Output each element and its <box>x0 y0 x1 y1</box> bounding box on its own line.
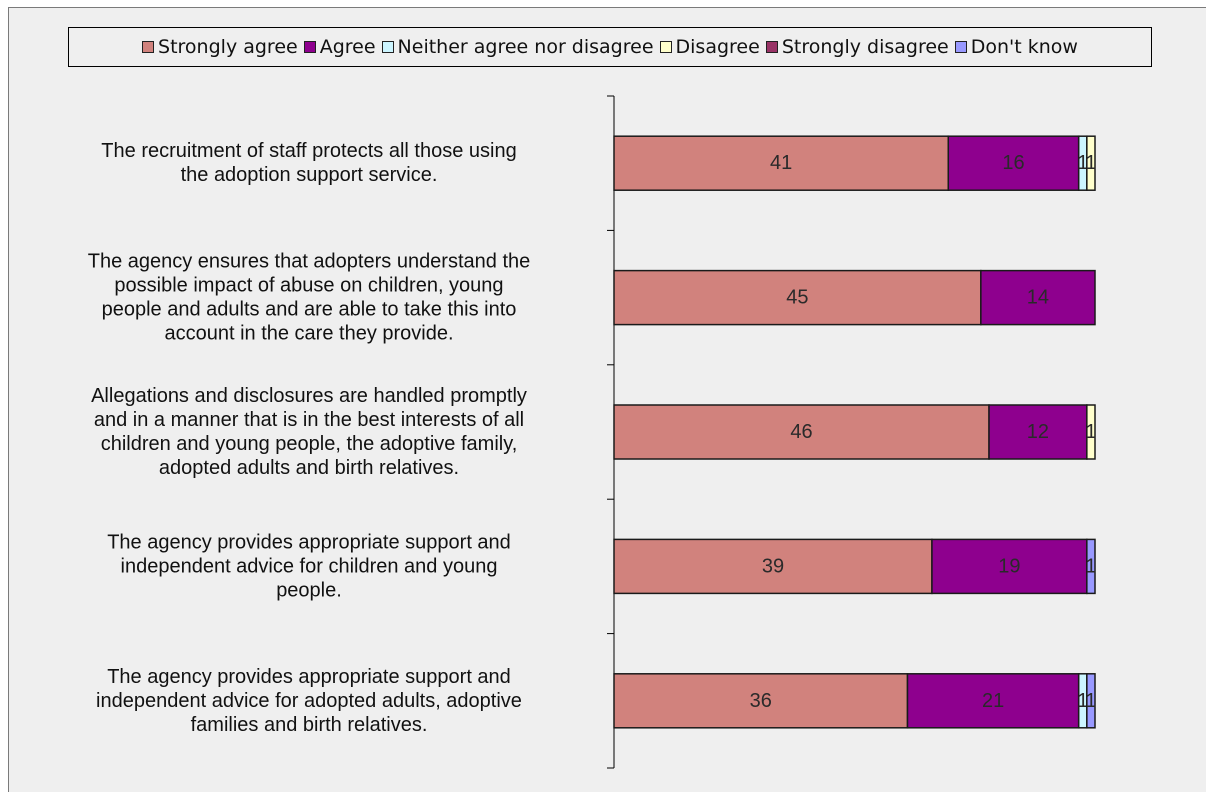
legend-swatch <box>954 41 967 53</box>
data-label: 1 <box>1085 690 1096 712</box>
legend-label: Strongly disagree <box>781 36 949 58</box>
bar-segment-agree <box>980 269 1096 326</box>
category-label-line: people. <box>276 579 342 601</box>
legend-item-strongly-agree: Strongly agree <box>142 36 298 58</box>
legend-swatch <box>303 41 316 53</box>
data-label: 36 <box>750 690 772 712</box>
category-label: The recruitment of staff protects all th… <box>101 140 516 186</box>
category-label: Allegations and disclosures are handled … <box>91 385 527 479</box>
category-label-line: account in the care they provide. <box>164 323 453 345</box>
category-label: The agency provides appropriate support … <box>96 666 522 736</box>
legend-label: Strongly agree <box>158 36 298 58</box>
category-label-line: children and young people, the adoptive … <box>101 433 518 455</box>
data-label: 1 <box>1077 690 1088 712</box>
legend: Strongly agree Agree Neither agree nor dis… <box>68 27 1152 67</box>
category-label-line: and in a manner that is in the best inte… <box>94 409 524 431</box>
data-label: 19 <box>998 555 1020 577</box>
legend-item-don-t-know: Don't know <box>954 36 1078 58</box>
category-label-line: adopted adults and birth relatives. <box>159 457 459 479</box>
data-label: 46 <box>790 421 812 443</box>
data-label: 1 <box>1085 555 1096 577</box>
bar-segment-disagree <box>1086 404 1096 460</box>
legend-item-neither-agree-nor-disagree: Neither agree nor disagree <box>381 36 654 58</box>
data-label: 12 <box>1027 421 1049 443</box>
category-label-line: independent advice for adopted adults, a… <box>96 690 522 712</box>
bar-segment-don-t-know <box>1086 673 1096 729</box>
bar-segment-agree <box>988 404 1088 460</box>
bar-segment-strongly-agree <box>613 538 933 595</box>
category-label-line: independent advice for children and youn… <box>121 555 498 577</box>
legend-swatch <box>142 41 155 53</box>
legend-item-disagree: Disagree <box>659 36 760 58</box>
legend-label: Agree <box>319 36 376 58</box>
data-label: 14 <box>1027 287 1049 309</box>
bar-segment-don-t-know <box>1086 538 1096 595</box>
category-label: The agency provides appropriate support … <box>107 531 511 601</box>
category-label-line: The agency provides appropriate support … <box>107 666 511 688</box>
bar-segment-agree <box>947 135 1080 191</box>
legend-label: Neither agree nor disagree <box>397 36 654 58</box>
legend-item-strongly-disagree: Strongly disagree <box>765 36 949 58</box>
bar-segment-strongly-agree <box>613 269 982 326</box>
category-label-line: people and adults and are able to take t… <box>102 299 517 321</box>
legend-swatch <box>381 41 394 53</box>
category-label: The agency ensures that adopters underst… <box>88 251 531 345</box>
data-label: 1 <box>1085 421 1096 443</box>
category-label-line: The agency ensures that adopters underst… <box>88 251 531 273</box>
legend-label: Don't know <box>970 36 1078 58</box>
data-label: 21 <box>982 690 1004 712</box>
bar-segment-strongly-agree <box>613 135 950 191</box>
data-label: 1 <box>1085 152 1096 174</box>
bar-segment-agree <box>931 538 1088 595</box>
data-label: 41 <box>770 152 792 174</box>
legend-label: Disagree <box>675 36 760 58</box>
bar-segment-strongly-agree <box>613 673 909 729</box>
bar-segment-disagree <box>1086 135 1096 191</box>
category-label-line: the adoption support service. <box>181 164 438 186</box>
legend-swatch <box>659 41 672 53</box>
bar-segment-strongly-agree <box>613 404 990 460</box>
bar-segment-agree <box>906 673 1080 729</box>
legend-item-agree: Agree <box>303 36 376 58</box>
category-label-line: The recruitment of staff protects all th… <box>101 140 516 162</box>
data-label: 39 <box>762 555 784 577</box>
data-label: 16 <box>1002 152 1024 174</box>
data-label: 1 <box>1077 152 1088 174</box>
category-label-line: possible impact of abuse on children, yo… <box>114 275 503 297</box>
data-label: 45 <box>786 287 808 309</box>
category-label-line: Allegations and disclosures are handled … <box>91 385 527 407</box>
legend-swatch <box>765 41 778 53</box>
category-label-line: families and birth relatives. <box>191 714 428 736</box>
category-label-line: The agency provides appropriate support … <box>107 531 511 553</box>
